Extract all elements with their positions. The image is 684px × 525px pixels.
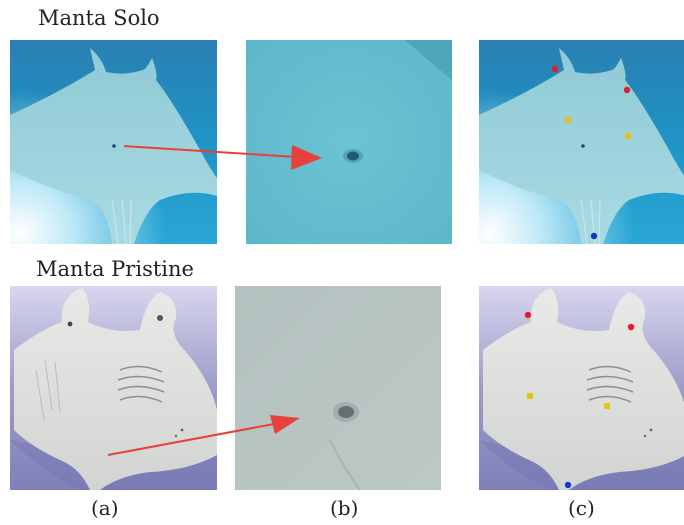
caption-a: (a)	[91, 496, 119, 520]
pristine-image-c	[479, 286, 684, 490]
keypoint-tail	[564, 481, 572, 489]
keypoint-right-horn	[623, 86, 631, 94]
pristine-image-a	[10, 286, 217, 490]
keypoint-tail	[590, 232, 598, 240]
caption-b: (b)	[330, 496, 359, 520]
keypoint-right-horn	[627, 323, 635, 331]
keypoint-left-mid	[565, 117, 571, 123]
caption-c: (c)	[568, 496, 595, 520]
pristine-crop-b	[235, 286, 441, 491]
arrow-solo	[123, 145, 322, 170]
solo-crop-b	[246, 40, 452, 244]
keypoint-left-mid	[527, 393, 533, 399]
row-title-pristine: Manta Pristine	[36, 257, 194, 281]
solo-image-c	[479, 40, 684, 244]
row-title-solo: Manta Solo	[38, 6, 160, 30]
arrow-pristine	[107, 415, 300, 456]
solo-image-a	[10, 40, 217, 244]
keypoint-left-horn	[551, 65, 559, 73]
keypoint-left-horn	[524, 311, 532, 319]
keypoint-right-mid	[625, 133, 631, 139]
keypoint-right-mid	[604, 403, 610, 409]
